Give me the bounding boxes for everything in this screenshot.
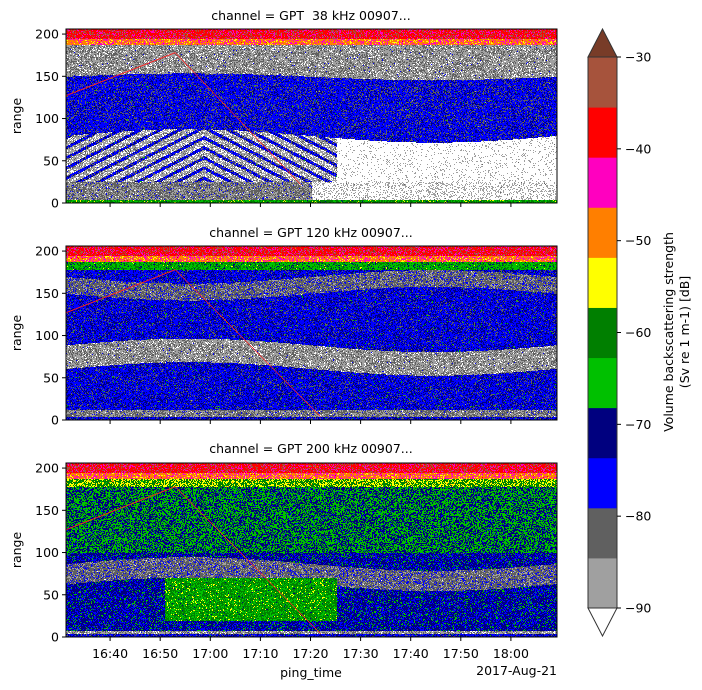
- x-tick-label: 17:10: [242, 646, 278, 661]
- x-tick-label: 17:50: [443, 646, 479, 661]
- x-tick-label: 17:30: [343, 646, 379, 661]
- colorbar-bin: [588, 157, 617, 208]
- panel-1-frame: [65, 28, 558, 204]
- panel-3-frame: [65, 462, 558, 638]
- colorbar-bin: [588, 107, 617, 158]
- y-tick-label: 0: [51, 630, 59, 645]
- y-tick-label: 200: [35, 244, 59, 259]
- x-tick-label: 16:50: [142, 646, 178, 661]
- x-tick-label: 16:40: [92, 646, 128, 661]
- panel-1-title: channel = GPT 38 kHz 00907...: [211, 8, 411, 23]
- echogram-120khz: [66, 246, 557, 420]
- y-axis-label: range: [9, 532, 24, 569]
- colorbar-tick-label: −80: [625, 509, 651, 524]
- y-tick-label: 50: [43, 370, 59, 385]
- y-axis-label: range: [9, 98, 24, 135]
- y-tick-label: 50: [43, 153, 59, 168]
- colorbar-under-extend: [587, 607, 618, 638]
- y-tick-label: 100: [35, 545, 59, 560]
- x-axis-label: ping_time: [280, 665, 342, 680]
- colorbar-over-extend: [587, 27, 618, 58]
- y-tick-label: 0: [51, 413, 59, 428]
- echogram-38khz: [66, 29, 557, 203]
- colorbar-tick-label: −40: [625, 141, 651, 156]
- colorbar-tick-label: −90: [625, 601, 651, 616]
- y-tick-label: 150: [35, 69, 59, 84]
- colorbar-bin: [588, 457, 617, 509]
- y-axis-label: range: [9, 315, 24, 352]
- echogram-200khz: [66, 463, 557, 637]
- colorbar-bin: [588, 57, 617, 108]
- colorbar-bin: [588, 257, 617, 308]
- colorbar-label-line2: (Sv re 1 m-1) [dB]: [677, 276, 692, 388]
- y-tick-label: 200: [35, 461, 59, 476]
- x-tick-label: 17:00: [192, 646, 228, 661]
- colorbar-bin: [588, 557, 617, 609]
- x-tick-label: 17:40: [393, 646, 429, 661]
- colorbar-tick-label: −70: [625, 417, 651, 432]
- y-tick-label: 100: [35, 111, 59, 126]
- x-tick-label: 17:20: [292, 646, 328, 661]
- colorbar-bin: [588, 207, 617, 258]
- y-tick-label: 0: [51, 196, 59, 211]
- y-tick-label: 50: [43, 587, 59, 602]
- y-tick-label: 200: [35, 27, 59, 42]
- colorbar-bin: [588, 507, 617, 559]
- colorbar-tick-label: −30: [625, 50, 651, 65]
- x-tick-label: 18:00: [493, 646, 529, 661]
- colorbar-bin: [588, 357, 617, 409]
- colorbar-bin: [588, 307, 617, 359]
- colorbar: −30 −40 −50 −60 −70 −80 −90: [587, 27, 651, 638]
- colorbar-label-line1: Volume backscattering strength: [661, 232, 676, 432]
- colorbar-tick-label: −50: [625, 233, 651, 248]
- colorbar-tick-label: −60: [625, 325, 651, 340]
- panel-2-frame: [65, 245, 558, 421]
- y-tick-label: 150: [35, 503, 59, 518]
- x-offset-label: 2017-Aug-21: [476, 663, 557, 678]
- y-tick-label: 100: [35, 328, 59, 343]
- panel-2-title: channel = GPT 120 kHz 00907...: [209, 225, 413, 240]
- panel-3-title: channel = GPT 200 kHz 00907...: [209, 441, 413, 456]
- colorbar-bin: [588, 407, 617, 459]
- y-tick-label: 150: [35, 286, 59, 301]
